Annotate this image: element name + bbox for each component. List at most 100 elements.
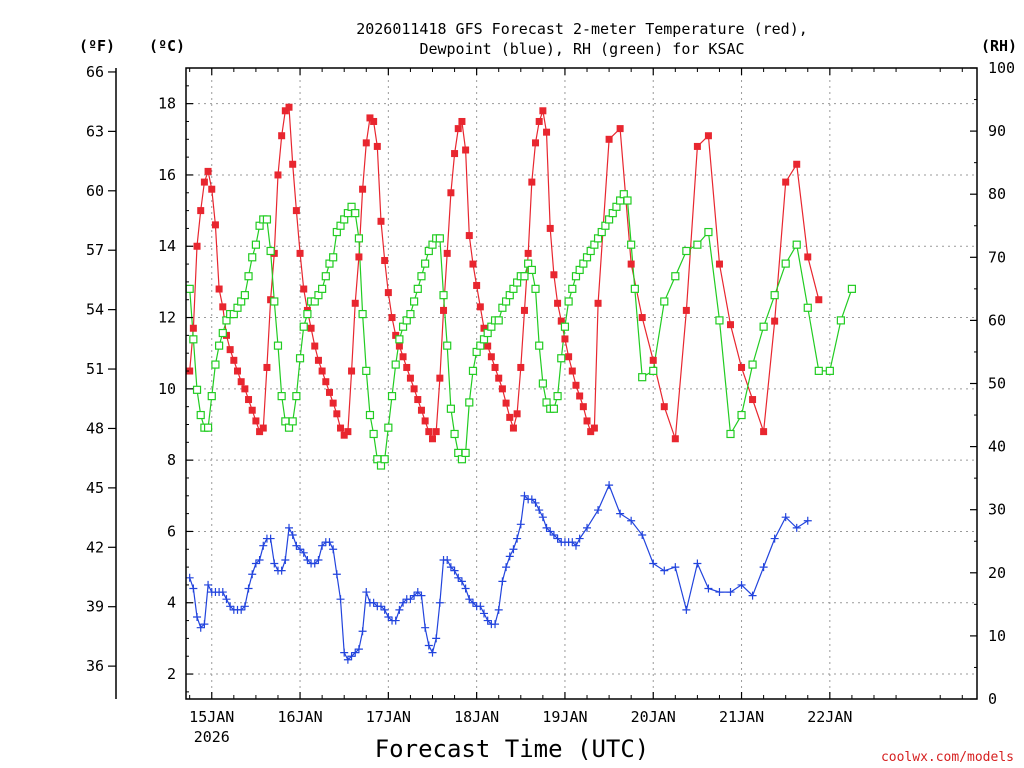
- rh-point: [413, 284, 422, 293]
- rh-point: [211, 360, 220, 369]
- rh-point: [292, 392, 301, 401]
- dewpoint-point: [255, 555, 264, 564]
- rh-point: [421, 259, 430, 268]
- rh-point: [387, 392, 397, 401]
- dewpoint-point: [237, 605, 246, 614]
- temperature-point: [278, 132, 286, 140]
- dewpoint-point: [781, 513, 790, 522]
- dewpoint-point: [748, 591, 757, 600]
- rh-point: [329, 253, 338, 262]
- dewpoint-point: [568, 538, 577, 547]
- fahrenheit-tick-label: 51: [86, 360, 104, 378]
- temperature-point: [285, 103, 293, 111]
- rh-point: [273, 341, 283, 350]
- temperature-point: [373, 142, 381, 150]
- dewpoint-point: [277, 566, 286, 575]
- dewpoint-point: [240, 602, 249, 611]
- rh-tick-label: 20: [988, 564, 1006, 582]
- dewpoint-point: [682, 605, 691, 614]
- dewpoint-point: [671, 563, 680, 572]
- dewpoint-point: [406, 595, 415, 604]
- dewpoint-point: [494, 605, 503, 614]
- temperature-point: [715, 260, 723, 268]
- dewpoint-point: [336, 595, 345, 604]
- dewpoint-point: [310, 559, 319, 568]
- dewpoint-point: [726, 588, 735, 597]
- temperature-point: [572, 381, 580, 389]
- rh-point: [770, 291, 779, 300]
- rh-unit-label: (RH): [981, 37, 1017, 55]
- dewpoint-point: [428, 648, 437, 657]
- rh-point: [638, 373, 647, 382]
- dewpoint-point: [362, 588, 371, 597]
- temperature-point: [366, 114, 374, 122]
- dewpoint-point: [435, 598, 444, 607]
- temperature-point: [443, 249, 451, 257]
- credit-label[interactable]: coolwx.com/models: [881, 750, 1014, 765]
- rh-point: [803, 303, 812, 312]
- rh-point: [185, 284, 194, 293]
- dewpoint-point: [413, 588, 422, 597]
- plot-frame: [185, 67, 978, 700]
- temperature-point: [594, 299, 602, 307]
- temperature-point: [348, 367, 356, 375]
- temperature-point: [259, 424, 267, 432]
- dewpoint-point: [461, 584, 470, 593]
- temperature-point: [230, 356, 238, 364]
- dewpoint-point: [384, 613, 393, 622]
- dewpoint-point: [292, 541, 301, 550]
- dewpoint-point: [296, 545, 305, 554]
- dewpoint-point: [354, 645, 363, 654]
- dewpoint-point: [483, 616, 492, 625]
- rh-tick-label: 30: [988, 501, 1006, 519]
- x-tick-sublabel: 2026: [194, 728, 230, 746]
- temperature-point: [590, 424, 598, 432]
- temperature-point: [219, 303, 227, 311]
- dewpoint-point: [704, 584, 713, 593]
- dewpoint-point: [583, 523, 592, 532]
- dewpoint-point: [649, 559, 658, 568]
- dewpoint-point: [432, 634, 441, 643]
- rh-tick-label: 70: [988, 248, 1006, 266]
- temperature-point: [421, 417, 429, 425]
- rh-point: [321, 272, 330, 281]
- temperature-point: [520, 306, 528, 314]
- fahrenheit-tick-label: 54: [86, 301, 104, 319]
- temperature-point: [197, 207, 205, 215]
- temperature-point: [292, 207, 300, 215]
- temperature-point: [428, 435, 436, 443]
- rh-point: [215, 341, 224, 350]
- dewpoint-point: [737, 580, 746, 589]
- dewpoint-point: [314, 555, 323, 564]
- temperature-point: [296, 249, 304, 257]
- fahrenheit-tick-label: 39: [86, 598, 104, 616]
- x-tick-label: 21JAN: [719, 708, 764, 726]
- temperature-point: [557, 317, 565, 325]
- dewpoint-point: [792, 523, 801, 532]
- dewpoint-point: [380, 605, 389, 614]
- dewpoint-point: [571, 541, 580, 550]
- dewpoint-point: [299, 548, 308, 557]
- temperature-point: [550, 271, 558, 279]
- temperature-point: [447, 189, 455, 197]
- temperature-point: [771, 317, 779, 325]
- temperature-point: [454, 125, 462, 133]
- rh-tick-label: 50: [988, 375, 1006, 393]
- dewpoint-point: [351, 648, 360, 657]
- temperature-point: [451, 150, 459, 158]
- temperature-point: [660, 403, 668, 411]
- fahrenheit-unit-label: (ºF): [79, 37, 115, 55]
- dewpoint-point: [594, 506, 603, 515]
- temperature-point: [211, 221, 219, 229]
- temperature-point: [554, 299, 562, 307]
- rh-point: [649, 366, 658, 375]
- dewpoint-point: [303, 555, 312, 564]
- chart-title-line-2: Dewpoint (blue), RH (green) for KSAC: [419, 40, 744, 58]
- temperature-point: [509, 424, 517, 432]
- dewpoint-point: [454, 573, 463, 582]
- temperature-point: [245, 396, 253, 404]
- temperature-point: [436, 374, 444, 382]
- rh-point: [266, 246, 275, 256]
- fahrenheit-tick-label: 48: [86, 419, 104, 437]
